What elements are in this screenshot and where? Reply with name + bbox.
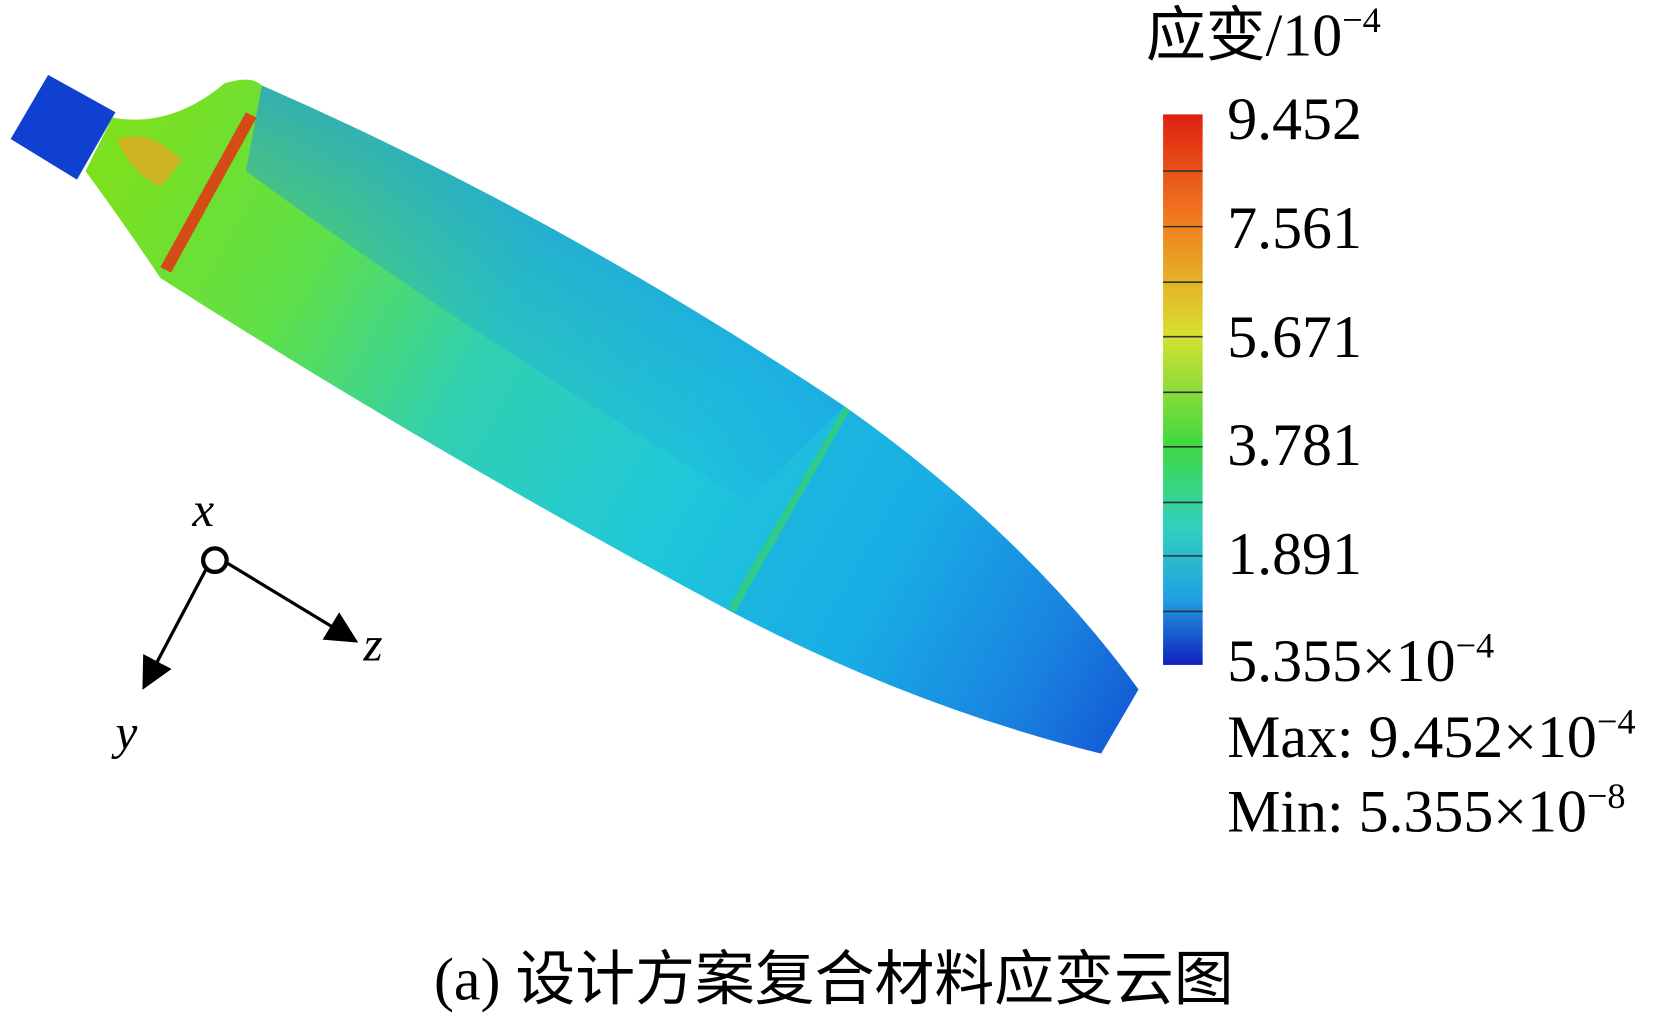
min-label: Min: 5.355×10−8 [1227, 776, 1625, 845]
colorbar [1163, 114, 1203, 665]
strain-contour [10, 74, 1139, 754]
text: Max: 9.452×10 [1227, 704, 1597, 770]
axis-triad: x y z [110, 482, 382, 759]
text: 3.781 [1227, 412, 1362, 478]
exponent: −8 [1587, 776, 1626, 816]
axis-label: y [110, 704, 137, 759]
text: 7.561 [1227, 195, 1362, 261]
tick-label: 3.781 [1227, 412, 1362, 478]
tick-label: 7.561 [1227, 195, 1362, 261]
text: 5.355×10 [1227, 628, 1455, 694]
exponent: −4 [1456, 625, 1495, 665]
text: 应变/10 [1146, 3, 1342, 69]
caption: (a) 设计方案复合材料应变云图 [434, 947, 1234, 1013]
exponent: −4 [1342, 0, 1381, 40]
colorbar-labels: 应变/10−4 9.452 7.561 5.671 3.781 1.891 5.… [1146, 0, 1636, 845]
text: 9.452 [1227, 86, 1362, 152]
text: 5.671 [1227, 304, 1362, 370]
tick-label: 9.452 [1227, 86, 1362, 152]
legend-title: 应变/10−4 [1146, 0, 1381, 69]
max-label: Max: 9.452×10−4 [1227, 701, 1635, 770]
tick-label: 5.671 [1227, 304, 1362, 370]
text: Min: 5.355×10 [1227, 779, 1587, 845]
axis-label: z [362, 617, 382, 672]
tick-label: 1.891 [1227, 521, 1362, 587]
text: 1.891 [1227, 521, 1362, 587]
content: x y z 应变/10−4 9.452 7.561 5.671 3.781 1.… [10, 0, 1636, 1013]
tick-label: 5.355×10−4 [1227, 625, 1494, 694]
axis-label: x [191, 482, 214, 537]
exponent: −4 [1597, 701, 1636, 741]
